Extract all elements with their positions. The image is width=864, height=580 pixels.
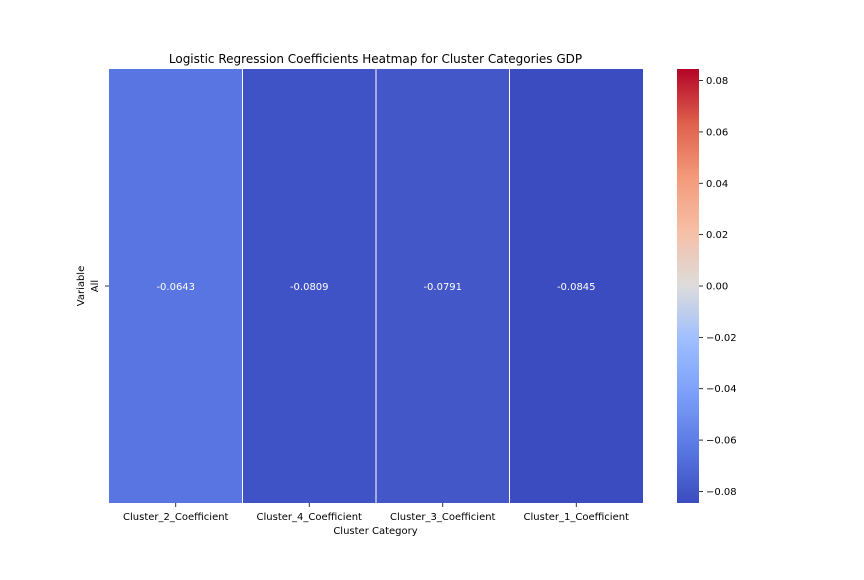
x-tick-label: Cluster_1_Coefficient <box>524 512 630 523</box>
x-tick-label: Cluster_3_Coefficient <box>390 512 496 523</box>
x-axis-ticks: Cluster_2_Coefficient Cluster_4_Coefficie… <box>123 503 629 523</box>
cell-annotation: -0.0809 <box>290 282 329 293</box>
colorbar-tick-label: −0.08 <box>706 487 737 498</box>
colorbar-tick-label: 0.04 <box>706 179 728 190</box>
heatmap-cell <box>242 69 376 503</box>
chart-title: Logistic Regression Coefficients Heatmap… <box>169 52 582 66</box>
heatmap-cells: -0.0643 -0.0809 -0.0791 -0.0845 <box>109 69 643 503</box>
cell-annotation: -0.0643 <box>156 282 195 293</box>
x-axis-label: Cluster Category <box>333 526 417 537</box>
colorbar-tick-label: −0.04 <box>706 384 737 395</box>
colorbar-tick-label: −0.06 <box>706 436 737 447</box>
heatmap-cell <box>509 69 643 503</box>
y-axis-ticks: All <box>90 280 109 292</box>
x-tick-label: Cluster_2_Coefficient <box>123 512 229 523</box>
colorbar <box>677 69 699 503</box>
colorbar-tick-label: 0.02 <box>706 230 728 241</box>
colorbar-tick-label: −0.02 <box>706 333 737 344</box>
y-tick-label: All <box>90 280 101 292</box>
colorbar-tick-label: 0.08 <box>706 76 728 87</box>
heatmap-cell <box>109 69 243 503</box>
heatmap-cell <box>376 69 510 503</box>
cell-annotation: -0.0791 <box>423 282 462 293</box>
colorbar-ticks: 0.08 0.06 0.04 0.02 0.00 −0.02 −0.04 −0.06 −0.08 <box>699 76 737 498</box>
x-tick-label: Cluster_4_Coefficient <box>257 512 363 523</box>
colorbar-tick-label: 0.00 <box>706 282 728 293</box>
cell-annotation: -0.0845 <box>557 282 596 293</box>
y-axis-label: Variable <box>76 266 87 307</box>
colorbar-tick-label: 0.06 <box>706 127 728 138</box>
